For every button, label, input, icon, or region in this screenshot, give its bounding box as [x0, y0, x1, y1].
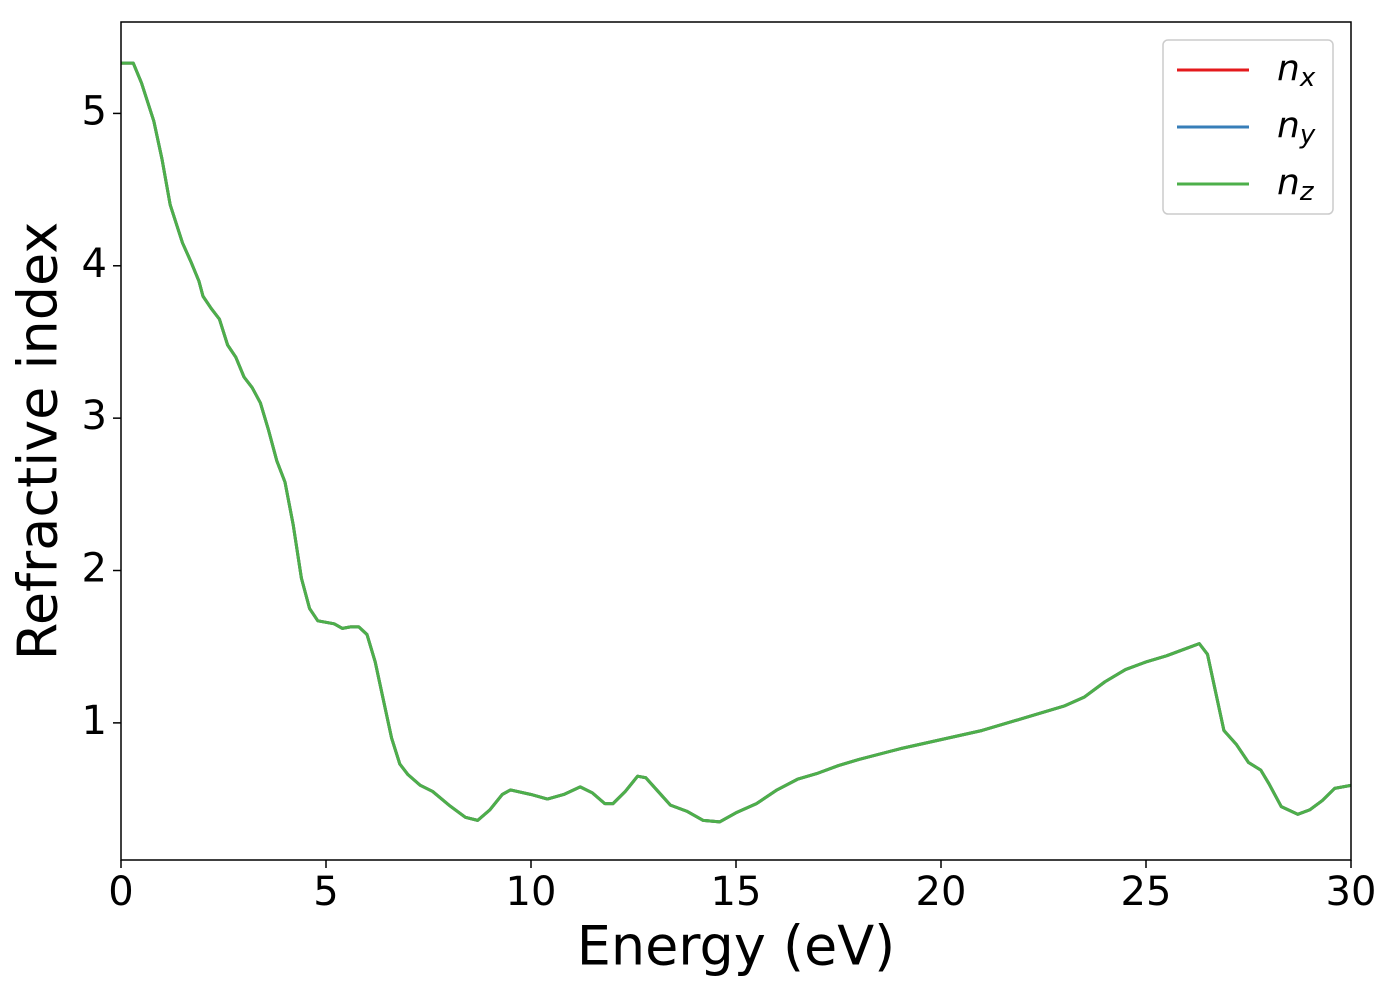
x-tick-label: 10 [506, 869, 557, 915]
x-tick-label: 0 [108, 869, 133, 915]
x-tick-label: 5 [313, 869, 338, 915]
x-tick-label: 15 [711, 869, 762, 915]
y-tick-label: 4 [82, 241, 107, 287]
x-tick-label: 25 [1121, 869, 1172, 915]
x-axis-label: Energy (eV) [577, 915, 896, 978]
y-tick-label: 5 [82, 88, 107, 134]
legend-label: nx [1277, 48, 1316, 93]
legend-label: nz [1277, 162, 1315, 207]
y-tick-label: 3 [82, 393, 107, 439]
y-tick-label: 1 [82, 698, 107, 744]
line-series [121, 61, 1351, 824]
y-tick-label: 2 [82, 546, 107, 592]
x-tick-label: 30 [1326, 869, 1377, 915]
plot-frame [120, 21, 1352, 861]
y-axis-label: Refractive index [7, 222, 70, 661]
x-tick-label: 20 [916, 869, 967, 915]
legend-label: ny [1277, 105, 1316, 150]
